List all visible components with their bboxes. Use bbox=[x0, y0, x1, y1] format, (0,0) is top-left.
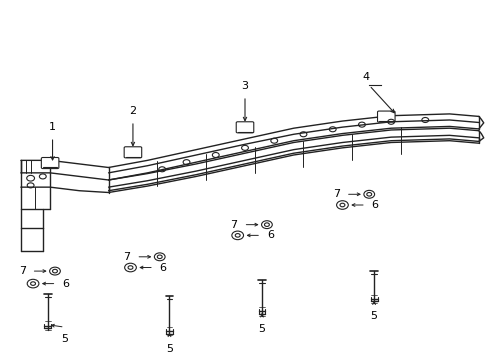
Text: 7: 7 bbox=[19, 266, 26, 276]
Circle shape bbox=[124, 263, 136, 272]
Text: 6: 6 bbox=[160, 262, 167, 273]
Circle shape bbox=[27, 279, 39, 288]
Text: 6: 6 bbox=[62, 279, 69, 289]
Circle shape bbox=[262, 221, 272, 229]
Text: 7: 7 bbox=[123, 252, 130, 262]
Text: 6: 6 bbox=[372, 200, 379, 210]
Circle shape bbox=[337, 201, 348, 209]
Text: 5: 5 bbox=[166, 343, 173, 354]
FancyBboxPatch shape bbox=[236, 122, 254, 133]
Text: 7: 7 bbox=[333, 189, 340, 199]
Text: 6: 6 bbox=[267, 230, 274, 240]
Circle shape bbox=[49, 267, 60, 275]
FancyBboxPatch shape bbox=[377, 111, 395, 122]
FancyBboxPatch shape bbox=[124, 147, 142, 158]
Circle shape bbox=[364, 190, 374, 198]
Text: 5: 5 bbox=[370, 311, 378, 321]
Circle shape bbox=[154, 253, 165, 261]
Text: 2: 2 bbox=[129, 107, 137, 116]
Circle shape bbox=[232, 231, 244, 240]
Text: 7: 7 bbox=[231, 220, 238, 230]
FancyBboxPatch shape bbox=[41, 157, 59, 168]
Text: 1: 1 bbox=[49, 122, 56, 132]
Text: 4: 4 bbox=[362, 72, 369, 82]
Text: 3: 3 bbox=[242, 81, 248, 91]
Text: 5: 5 bbox=[259, 324, 266, 334]
Text: 5: 5 bbox=[61, 334, 68, 343]
